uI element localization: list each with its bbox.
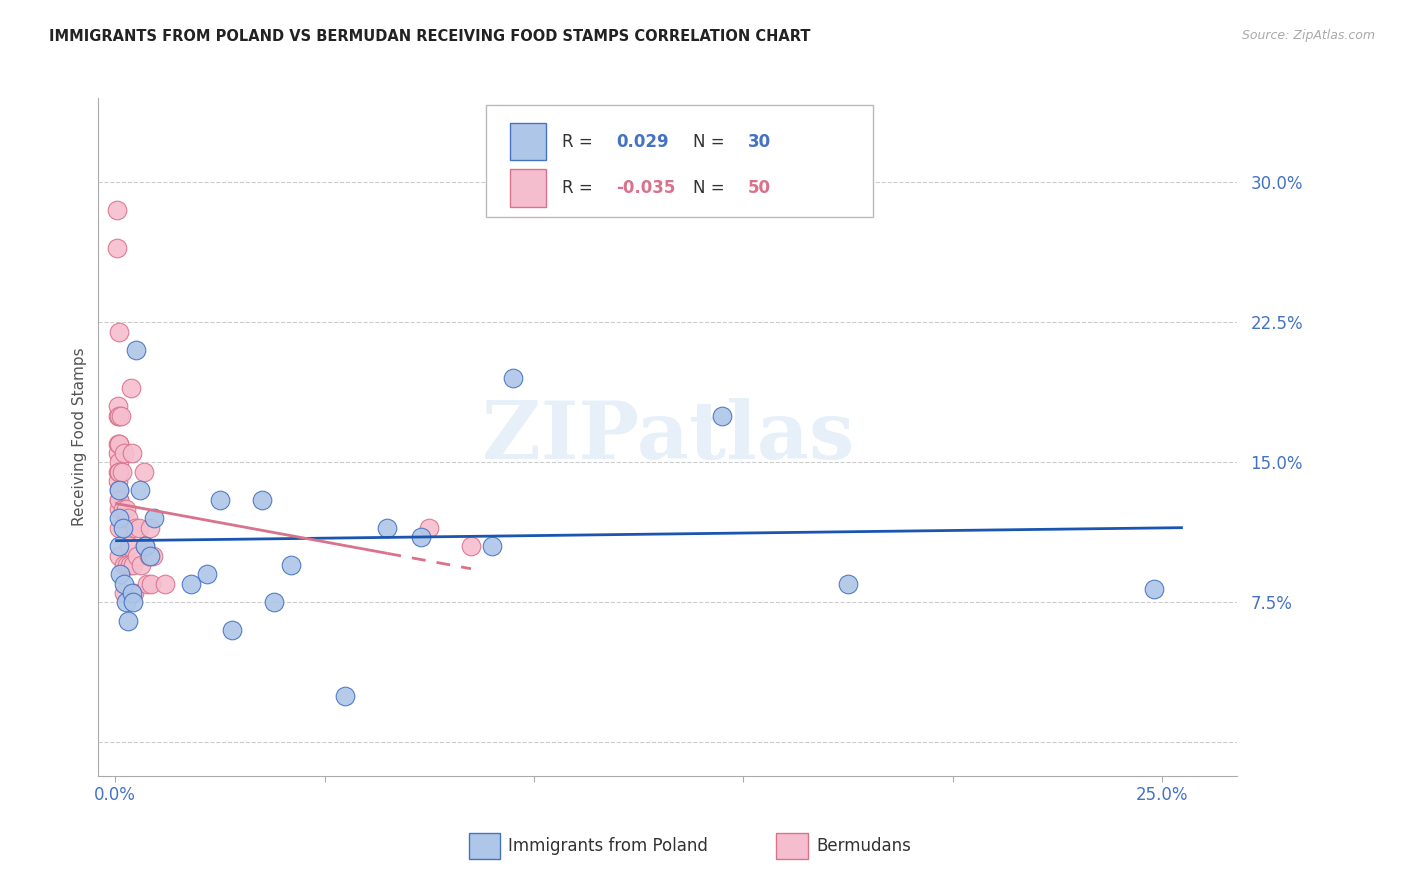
Point bbox=[105, 240, 128, 254]
Point bbox=[155, 576, 177, 591]
Point bbox=[114, 595, 136, 609]
Point bbox=[120, 381, 142, 395]
Point bbox=[107, 492, 129, 507]
Point bbox=[111, 465, 134, 479]
Point bbox=[837, 576, 859, 591]
Point bbox=[139, 576, 162, 591]
Point bbox=[108, 465, 131, 479]
Point bbox=[114, 502, 136, 516]
Point bbox=[107, 446, 129, 460]
Point bbox=[121, 595, 143, 609]
FancyBboxPatch shape bbox=[509, 123, 546, 161]
Point bbox=[138, 521, 160, 535]
Point bbox=[108, 436, 131, 450]
Point bbox=[108, 465, 131, 479]
Text: Bermudans: Bermudans bbox=[815, 837, 911, 855]
Text: R =: R = bbox=[562, 133, 593, 151]
Text: 50: 50 bbox=[748, 179, 770, 197]
Point bbox=[107, 455, 129, 469]
Point bbox=[108, 483, 131, 498]
Text: Source: ZipAtlas.com: Source: ZipAtlas.com bbox=[1241, 29, 1375, 42]
Text: R =: R = bbox=[562, 179, 593, 197]
Point bbox=[132, 465, 155, 479]
Point bbox=[108, 502, 131, 516]
Point bbox=[122, 586, 145, 600]
Text: Immigrants from Poland: Immigrants from Poland bbox=[509, 837, 709, 855]
Text: IMMIGRANTS FROM POLAND VS BERMUDAN RECEIVING FOOD STAMPS CORRELATION CHART: IMMIGRANTS FROM POLAND VS BERMUDAN RECEI… bbox=[49, 29, 811, 44]
Point bbox=[180, 576, 202, 591]
Point bbox=[128, 521, 150, 535]
Point bbox=[107, 436, 129, 450]
Point bbox=[107, 474, 129, 488]
Point bbox=[118, 558, 141, 572]
Text: 30: 30 bbox=[748, 133, 770, 151]
Point bbox=[134, 539, 156, 553]
Point bbox=[142, 549, 165, 563]
Point bbox=[111, 521, 134, 535]
Point bbox=[129, 558, 152, 572]
Point bbox=[134, 539, 156, 553]
FancyBboxPatch shape bbox=[776, 833, 808, 859]
Point bbox=[208, 492, 231, 507]
Point bbox=[115, 558, 138, 572]
Point bbox=[375, 521, 398, 535]
Point bbox=[117, 539, 139, 553]
Point bbox=[110, 409, 132, 423]
Point bbox=[108, 492, 131, 507]
Point bbox=[108, 409, 131, 423]
Point bbox=[108, 567, 131, 582]
Y-axis label: Receiving Food Stamps: Receiving Food Stamps bbox=[72, 348, 87, 526]
Point bbox=[107, 511, 129, 525]
Point bbox=[138, 549, 160, 563]
Point bbox=[460, 539, 482, 553]
Point bbox=[112, 586, 135, 600]
FancyBboxPatch shape bbox=[485, 105, 873, 217]
Point bbox=[221, 624, 243, 638]
Point bbox=[481, 539, 503, 553]
Point bbox=[124, 521, 146, 535]
Point bbox=[112, 446, 135, 460]
Point bbox=[108, 549, 131, 563]
Point bbox=[135, 576, 157, 591]
Point bbox=[418, 521, 440, 535]
Point bbox=[129, 483, 152, 498]
Point bbox=[112, 558, 135, 572]
Point bbox=[250, 492, 273, 507]
Point bbox=[335, 689, 357, 703]
Point bbox=[107, 465, 129, 479]
Point bbox=[502, 371, 524, 385]
FancyBboxPatch shape bbox=[468, 833, 501, 859]
Point bbox=[138, 549, 160, 563]
Text: N =: N = bbox=[693, 179, 724, 197]
Point bbox=[142, 511, 165, 525]
Point bbox=[263, 595, 285, 609]
Text: N =: N = bbox=[693, 133, 724, 151]
Point bbox=[280, 558, 302, 572]
Point bbox=[108, 539, 131, 553]
Text: 0.029: 0.029 bbox=[617, 133, 669, 151]
Point bbox=[117, 511, 139, 525]
FancyBboxPatch shape bbox=[509, 169, 546, 207]
Point bbox=[107, 399, 129, 413]
Point bbox=[107, 409, 129, 423]
Point bbox=[1142, 582, 1164, 597]
Point bbox=[117, 614, 139, 628]
Point bbox=[121, 446, 143, 460]
Point bbox=[112, 576, 135, 591]
Point bbox=[107, 436, 129, 450]
Point bbox=[107, 483, 129, 498]
Point bbox=[121, 558, 143, 572]
Text: ZIPatlas: ZIPatlas bbox=[482, 398, 853, 476]
Point bbox=[111, 502, 134, 516]
Point bbox=[711, 409, 734, 423]
Point bbox=[105, 203, 128, 218]
Point bbox=[125, 549, 148, 563]
Point bbox=[121, 586, 143, 600]
Point bbox=[125, 343, 148, 358]
Text: -0.035: -0.035 bbox=[617, 179, 676, 197]
Point bbox=[108, 325, 131, 339]
Point bbox=[108, 521, 131, 535]
Point bbox=[409, 530, 432, 544]
Point bbox=[195, 567, 218, 582]
